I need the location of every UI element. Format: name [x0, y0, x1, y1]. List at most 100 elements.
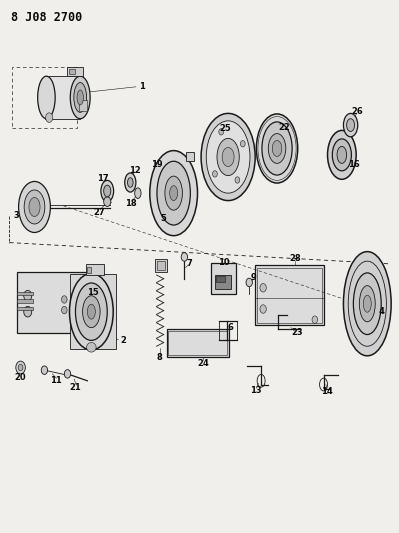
Ellipse shape	[359, 286, 375, 322]
Text: 7: 7	[187, 260, 192, 268]
Text: 14: 14	[321, 387, 333, 396]
Polygon shape	[37, 216, 49, 231]
Text: 9: 9	[250, 273, 256, 281]
Polygon shape	[19, 206, 27, 227]
Text: 23: 23	[291, 328, 303, 337]
Ellipse shape	[104, 197, 111, 206]
Circle shape	[24, 306, 32, 317]
Text: 13: 13	[250, 386, 262, 395]
Ellipse shape	[206, 121, 250, 193]
Bar	[215, 275, 231, 289]
Bar	[17, 272, 90, 333]
Ellipse shape	[87, 343, 96, 352]
Circle shape	[312, 316, 318, 324]
Ellipse shape	[45, 113, 53, 123]
Circle shape	[61, 306, 67, 314]
Ellipse shape	[222, 148, 234, 166]
Ellipse shape	[363, 295, 371, 312]
Text: 25: 25	[220, 124, 231, 133]
Bar	[87, 266, 91, 273]
Text: 6: 6	[227, 322, 233, 332]
Bar	[70, 274, 116, 349]
Ellipse shape	[74, 83, 87, 112]
Text: 8 J08 2700: 8 J08 2700	[11, 11, 82, 25]
Ellipse shape	[70, 76, 90, 119]
Ellipse shape	[75, 283, 107, 341]
Ellipse shape	[19, 181, 50, 232]
Text: 1: 1	[139, 82, 145, 91]
Ellipse shape	[24, 190, 45, 224]
Circle shape	[64, 369, 71, 378]
Text: 12: 12	[129, 166, 141, 175]
Ellipse shape	[101, 180, 114, 201]
Bar	[216, 276, 225, 282]
Ellipse shape	[170, 185, 178, 200]
Polygon shape	[24, 222, 39, 230]
Circle shape	[18, 365, 23, 370]
Ellipse shape	[83, 296, 100, 328]
Text: 18: 18	[125, 199, 137, 208]
Bar	[18, 292, 33, 295]
Ellipse shape	[347, 119, 355, 132]
Bar	[255, 265, 324, 325]
Ellipse shape	[354, 273, 381, 335]
Circle shape	[260, 305, 266, 313]
Bar	[257, 268, 322, 323]
Bar	[155, 259, 167, 272]
Ellipse shape	[262, 122, 292, 175]
Ellipse shape	[217, 139, 239, 175]
Bar	[156, 261, 165, 270]
Ellipse shape	[201, 114, 255, 200]
Text: 22: 22	[279, 123, 290, 132]
Text: 4: 4	[379, 307, 385, 316]
Bar	[69, 69, 75, 74]
Circle shape	[213, 171, 217, 177]
Ellipse shape	[337, 147, 347, 164]
Text: 27: 27	[93, 208, 105, 217]
Bar	[167, 329, 229, 357]
Ellipse shape	[272, 141, 282, 157]
Text: 17: 17	[97, 174, 109, 183]
Polygon shape	[24, 184, 39, 192]
Ellipse shape	[77, 90, 83, 105]
Ellipse shape	[344, 114, 358, 137]
Text: 5: 5	[160, 214, 166, 223]
Ellipse shape	[38, 76, 55, 119]
Text: 26: 26	[352, 107, 363, 116]
Circle shape	[16, 361, 26, 374]
Bar	[67, 67, 83, 76]
Polygon shape	[19, 188, 27, 208]
Bar	[86, 264, 104, 275]
Ellipse shape	[87, 304, 95, 319]
Bar	[18, 307, 33, 310]
Bar	[79, 100, 87, 111]
Circle shape	[235, 177, 240, 183]
Circle shape	[41, 366, 47, 374]
Bar	[168, 332, 227, 355]
Text: 16: 16	[348, 160, 359, 169]
Circle shape	[24, 290, 32, 301]
Ellipse shape	[104, 185, 111, 197]
Ellipse shape	[328, 131, 356, 179]
Text: 28: 28	[289, 254, 301, 263]
Text: 8: 8	[157, 353, 163, 362]
Text: 11: 11	[51, 376, 62, 385]
Text: 19: 19	[151, 160, 162, 169]
Circle shape	[241, 141, 245, 147]
Bar	[18, 300, 33, 303]
Ellipse shape	[29, 197, 40, 216]
Ellipse shape	[150, 151, 198, 236]
Ellipse shape	[157, 161, 190, 225]
Text: 24: 24	[198, 359, 209, 368]
Bar	[186, 152, 194, 161]
Circle shape	[61, 296, 67, 303]
Bar	[45, 76, 80, 119]
Text: 10: 10	[218, 258, 230, 266]
Text: 20: 20	[14, 373, 26, 382]
Circle shape	[181, 253, 188, 261]
Ellipse shape	[344, 252, 391, 356]
Ellipse shape	[165, 176, 182, 210]
Bar	[211, 263, 237, 294]
Circle shape	[75, 302, 81, 311]
Ellipse shape	[128, 177, 133, 187]
